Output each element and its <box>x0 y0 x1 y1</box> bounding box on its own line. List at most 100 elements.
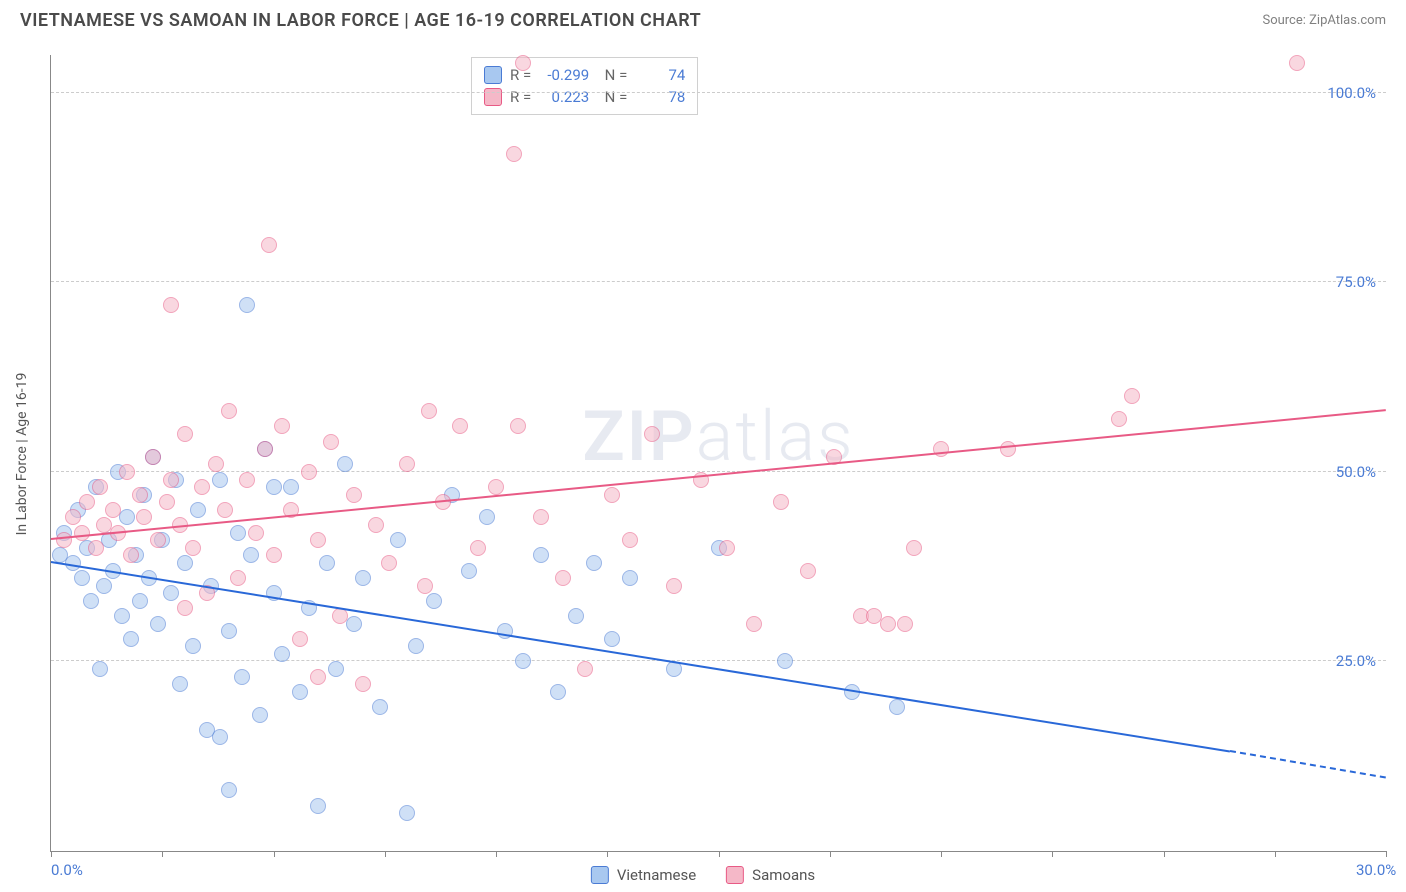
data-point <box>604 487 620 503</box>
data-point <box>346 487 362 503</box>
x-tick <box>1164 851 1165 857</box>
data-point <box>163 585 179 601</box>
gridline <box>51 92 1386 93</box>
data-point <box>777 653 793 669</box>
y-tick-label: 75.0% <box>1336 273 1376 291</box>
bottom-legend: Vietnamese Samoans <box>591 866 815 884</box>
trend-line <box>51 561 1231 752</box>
data-point <box>257 441 273 457</box>
x-tick <box>385 851 386 857</box>
data-point <box>408 638 424 654</box>
data-point <box>586 555 602 571</box>
data-point <box>150 532 166 548</box>
x-tick <box>1386 851 1387 857</box>
y-tick-label: 50.0% <box>1336 463 1376 481</box>
data-point <box>185 540 201 556</box>
x-tick <box>51 851 52 857</box>
data-point <box>381 555 397 571</box>
y-axis-label: In Labor Force | Age 16-19 <box>14 373 30 536</box>
data-point <box>866 608 882 624</box>
data-point <box>399 456 415 472</box>
data-point <box>310 532 326 548</box>
source-label: Source: ZipAtlas.com <box>1262 13 1386 28</box>
data-point <box>145 449 161 465</box>
r-value-samoans: 0.223 <box>539 88 589 106</box>
data-point <box>666 578 682 594</box>
x-tick-label: 30.0% <box>1356 861 1396 879</box>
data-point <box>261 237 277 253</box>
data-point <box>301 464 317 480</box>
data-point <box>92 479 108 495</box>
x-tick <box>1052 851 1053 857</box>
data-point <box>1124 388 1140 404</box>
x-tick <box>941 851 942 857</box>
data-point <box>328 661 344 677</box>
legend-item-vietnamese: Vietnamese <box>591 866 696 884</box>
data-point <box>479 509 495 525</box>
data-point <box>1111 411 1127 427</box>
data-point <box>283 479 299 495</box>
data-point <box>568 608 584 624</box>
data-point <box>1289 55 1305 71</box>
data-point <box>622 570 638 586</box>
data-point <box>194 479 210 495</box>
data-point <box>461 563 477 579</box>
stats-legend-box: R = -0.299 N = 74 R = 0.223 N = 78 <box>471 57 698 115</box>
data-point <box>132 487 148 503</box>
gridline <box>51 281 1386 282</box>
data-point <box>274 646 290 662</box>
data-point <box>266 479 282 495</box>
data-point <box>230 570 246 586</box>
gridline <box>51 471 1386 472</box>
data-point <box>79 494 95 510</box>
r-label: R = <box>510 88 531 106</box>
chart-title: VIETNAMESE VS SAMOAN IN LABOR FORCE | AG… <box>20 10 701 31</box>
data-point <box>230 525 246 541</box>
data-point <box>577 661 593 677</box>
data-point <box>746 616 762 632</box>
data-point <box>933 441 949 457</box>
data-point <box>470 540 486 556</box>
data-point <box>177 426 193 442</box>
data-point <box>533 547 549 563</box>
data-point <box>74 525 90 541</box>
chart-plot-area: ZIPatlas R = -0.299 N = 74 R = 0.223 N =… <box>50 55 1386 852</box>
data-point <box>212 729 228 745</box>
data-point <box>239 297 255 313</box>
swatch-vietnamese <box>591 866 609 884</box>
stats-row-vietnamese: R = -0.299 N = 74 <box>484 64 685 86</box>
data-point <box>337 456 353 472</box>
data-point <box>163 472 179 488</box>
data-point <box>177 555 193 571</box>
data-point <box>123 547 139 563</box>
data-point <box>417 578 433 594</box>
data-point <box>488 479 504 495</box>
data-point <box>515 653 531 669</box>
trend-line-dashed <box>1230 750 1386 779</box>
data-point <box>533 509 549 525</box>
x-tick <box>162 851 163 857</box>
data-point <box>74 570 90 586</box>
n-value-vietnamese: 74 <box>635 66 685 84</box>
legend-label-vietnamese: Vietnamese <box>617 866 696 884</box>
data-point <box>114 608 130 624</box>
r-value-vietnamese: -0.299 <box>539 66 589 84</box>
x-tick <box>274 851 275 857</box>
data-point <box>150 616 166 632</box>
data-point <box>221 623 237 639</box>
data-point <box>452 418 468 434</box>
data-point <box>221 782 237 798</box>
data-point <box>292 631 308 647</box>
x-tick <box>1275 851 1276 857</box>
data-point <box>123 631 139 647</box>
data-point <box>515 55 531 71</box>
data-point <box>65 509 81 525</box>
data-point <box>906 540 922 556</box>
data-point <box>1000 441 1016 457</box>
n-label: N = <box>597 66 627 84</box>
swatch-vietnamese <box>484 66 502 84</box>
data-point <box>506 146 522 162</box>
data-point <box>274 418 290 434</box>
swatch-samoans <box>484 88 502 106</box>
data-point <box>172 676 188 692</box>
